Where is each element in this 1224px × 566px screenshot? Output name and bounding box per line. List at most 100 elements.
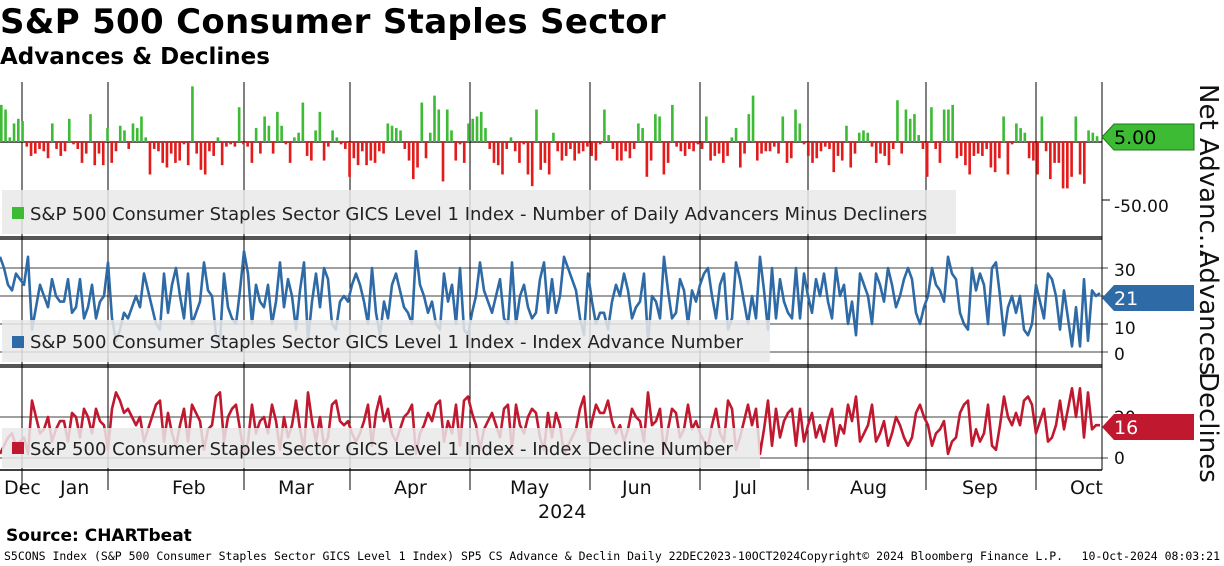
net-bar xyxy=(21,121,24,142)
net-bar xyxy=(777,142,780,154)
footer-copyright: Copyright© 2024 Bloomberg Finance L.P. xyxy=(800,549,1064,563)
net-bar xyxy=(976,142,980,154)
net-bar xyxy=(1091,132,1095,142)
net-bar xyxy=(322,142,326,161)
net-bar xyxy=(522,142,526,145)
net-bar xyxy=(305,142,309,156)
month-labels: Dec Jan Feb Mar Apr May Jun Jul Aug Sep Oct xyxy=(4,477,1103,499)
net-bar xyxy=(764,142,768,152)
net-bar xyxy=(131,123,135,142)
net-bar xyxy=(356,142,360,166)
net-bar xyxy=(934,142,937,149)
net-bar xyxy=(751,95,755,142)
net-bar xyxy=(509,137,513,142)
net-bar xyxy=(747,114,751,142)
net-bar xyxy=(539,142,543,170)
net-bar xyxy=(212,142,215,156)
net-bar xyxy=(89,114,92,142)
net-bar xyxy=(59,142,63,156)
net-bar xyxy=(857,132,861,142)
net-bar xyxy=(989,142,993,168)
adv-axis-title: Advances xyxy=(1193,250,1223,375)
net-bar xyxy=(658,116,661,142)
net-bar xyxy=(55,142,58,149)
net-bar xyxy=(267,125,271,142)
net-bar xyxy=(637,123,640,142)
net-bar xyxy=(377,142,381,152)
dec-axis-title: Declines xyxy=(1193,372,1223,483)
net-bar xyxy=(195,142,198,154)
adv-ytick-30: 30 xyxy=(1114,261,1136,281)
net-bar xyxy=(390,125,394,142)
net-bar xyxy=(140,116,143,142)
net-bar xyxy=(942,109,946,142)
net-bar xyxy=(1032,142,1035,161)
month-label: Aug xyxy=(850,477,887,499)
net-bar xyxy=(399,130,402,142)
net-bar xyxy=(106,128,109,142)
net-bar xyxy=(722,142,725,163)
net-bar xyxy=(4,109,7,142)
net-bar xyxy=(25,142,29,147)
net-bar xyxy=(968,142,971,175)
net-bar xyxy=(607,135,610,142)
adv-legend-label: S&P 500 Consumer Staples Sector GICS Lev… xyxy=(30,332,744,353)
net-bar xyxy=(938,142,942,163)
net-bar xyxy=(734,128,738,142)
net-bar xyxy=(123,130,126,142)
net-bar xyxy=(688,142,691,149)
net-legend-swatch xyxy=(12,207,24,219)
net-bar xyxy=(1083,142,1086,184)
net-bar xyxy=(819,142,823,152)
net-bar xyxy=(161,142,165,163)
month-label: Jan xyxy=(59,477,89,499)
net-bar xyxy=(1078,142,1082,175)
net-bar xyxy=(543,142,547,163)
net-bar xyxy=(828,142,831,149)
net-bar xyxy=(836,142,840,156)
net-bar xyxy=(713,142,717,156)
net-bar xyxy=(887,142,891,166)
net-bar xyxy=(802,142,806,145)
net-bar xyxy=(208,142,211,152)
net-bar xyxy=(276,111,279,142)
net-bars-series xyxy=(0,86,1099,189)
net-bar xyxy=(33,142,37,154)
net-bar xyxy=(1023,132,1027,142)
net-bar xyxy=(513,142,517,152)
declines-line xyxy=(0,386,1100,456)
net-bar xyxy=(811,142,814,163)
net-bar xyxy=(560,142,564,161)
net-bar xyxy=(12,123,16,142)
net-bar xyxy=(705,116,708,142)
net-bar xyxy=(144,137,148,142)
net-bar xyxy=(1010,142,1014,145)
net-bar xyxy=(917,135,920,142)
net-bar xyxy=(700,142,704,149)
chart-subtitle: Advances & Declines xyxy=(0,44,270,70)
net-bar xyxy=(535,109,538,142)
panel-separator-2 xyxy=(0,364,1102,368)
net-bar xyxy=(433,95,436,142)
adv-legend-box xyxy=(2,320,770,362)
net-bar xyxy=(67,118,71,142)
net-bar xyxy=(386,123,390,142)
advances-line xyxy=(0,249,1101,348)
net-bar xyxy=(772,142,776,147)
net-bar xyxy=(407,142,411,161)
net-bar xyxy=(233,142,237,147)
net-bar xyxy=(441,142,445,182)
net-bar xyxy=(97,142,101,154)
net-bar xyxy=(823,142,827,147)
net-bar xyxy=(169,142,173,154)
net-bar xyxy=(496,142,500,166)
net-bar xyxy=(641,128,644,142)
net-bar xyxy=(696,142,700,145)
net-bar xyxy=(964,142,967,166)
net-bar xyxy=(1087,130,1090,142)
net-bar xyxy=(603,109,606,142)
dec-last-badge xyxy=(1102,414,1194,440)
net-bar xyxy=(806,142,810,156)
net-bar xyxy=(662,142,666,175)
net-bar xyxy=(8,137,12,142)
